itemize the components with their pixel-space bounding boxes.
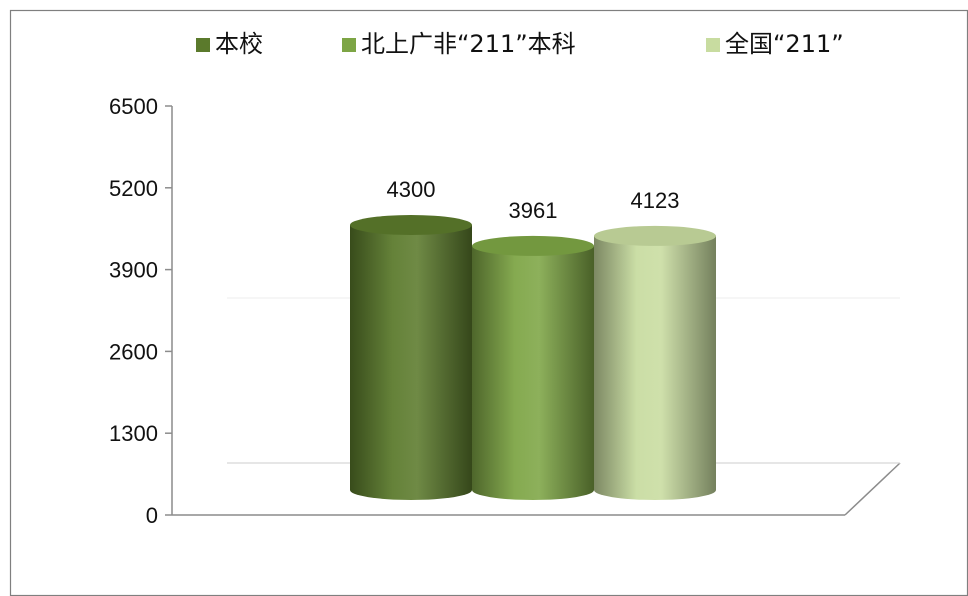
y-tick-label: 5200 — [109, 176, 158, 201]
legend-entry: 本校 — [196, 30, 263, 58]
data-labels: 4300 3961 4123 — [387, 177, 680, 223]
legend-entry: 全国“211” — [706, 30, 844, 58]
cylinder-body — [350, 225, 472, 500]
cylinder-bar — [350, 215, 472, 500]
y-tick-label: 1300 — [109, 421, 158, 446]
bars-group — [350, 215, 716, 500]
y-tick-label: 0 — [146, 503, 158, 528]
legend-swatch — [706, 38, 720, 52]
cylinder-bar — [594, 225, 716, 500]
cylinder-bar — [472, 235, 594, 500]
y-tick-label: 2600 — [109, 339, 158, 364]
data-label: 4300 — [387, 177, 436, 202]
y-tick-label: 3900 — [109, 258, 158, 283]
legend: 本校 北上广非“211”本科 全国“211” — [196, 30, 844, 58]
cylinder-top — [594, 225, 716, 246]
cylinder-top — [472, 235, 594, 256]
y-axis — [165, 105, 173, 516]
legend-label: 本校 — [215, 30, 263, 58]
y-tick-label: 6500 — [109, 94, 158, 119]
legend-swatch — [342, 38, 356, 52]
y-tick-labels: 0 1300 2600 3900 5200 6500 — [109, 94, 158, 528]
legend-entry: 北上广非“211”本科 — [342, 30, 576, 58]
legend-label: 北上广非“211”本科 — [361, 30, 576, 58]
legend-label: 全国“211” — [725, 30, 844, 58]
legend-swatch — [196, 38, 210, 52]
floor-side-edge — [844, 462, 901, 516]
data-label: 4123 — [631, 188, 680, 213]
data-label: 3961 — [509, 198, 558, 223]
cylinder-body — [594, 235, 716, 500]
cylinder-top — [350, 215, 472, 235]
cylinder-body — [472, 245, 594, 500]
